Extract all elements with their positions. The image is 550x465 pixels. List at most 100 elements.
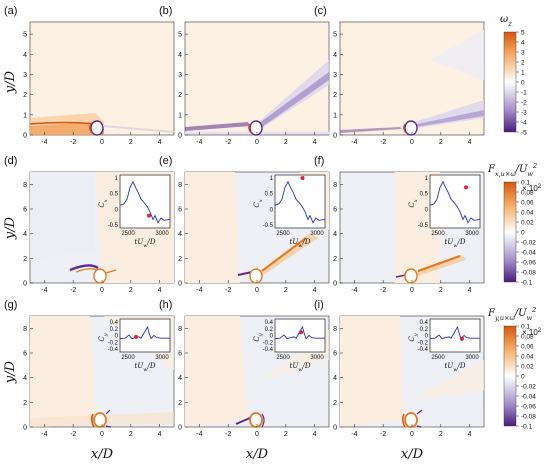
x-tick-label: 2 — [129, 287, 133, 294]
colorbar-tick-label: 4 — [521, 39, 525, 46]
y-tick-label: 8 — [23, 182, 27, 189]
y-tick-label: 1 — [23, 112, 27, 119]
colorbar-tick-label: -3 — [521, 109, 527, 116]
y-tick-label: 5 — [23, 32, 27, 39]
inset-x-tick-label: 3000 — [465, 231, 479, 237]
inset-marker — [299, 330, 303, 335]
inset-x-tick-label: 2500 — [431, 355, 445, 361]
colorbar-tick-label: 0 — [521, 229, 525, 236]
inset-trace — [429, 180, 481, 224]
inset-frame — [274, 318, 326, 353]
x-tick-label: 4 — [468, 139, 472, 146]
y-tick-label: 2 — [178, 256, 182, 263]
y-tick-label: 0 — [178, 425, 182, 432]
inset-y-tick-label: -0.2 — [263, 340, 274, 346]
inset-y-tick-label: 0 — [115, 207, 119, 213]
inset-frame — [429, 174, 481, 229]
inset-y-tick-label: -0.4 — [263, 347, 274, 353]
colorbar-tick-label: -0.04 — [521, 249, 536, 256]
y-tick-label: 3 — [23, 72, 27, 79]
colorbar-tick-label: 0.06 — [521, 343, 534, 350]
y-tick-label: 2 — [333, 92, 337, 99]
colorbar-tick-label: 5 — [521, 29, 525, 36]
inset-x-tick-label: 2500 — [431, 231, 445, 237]
x-tick-label: -4 — [351, 287, 357, 294]
y-tick-label: 2 — [178, 400, 182, 407]
colorbar-tick-label: -4 — [521, 119, 527, 126]
y-tick-label: 0 — [333, 425, 337, 432]
x-tick-label: 4 — [158, 139, 162, 146]
x-tick-label: -4 — [196, 287, 202, 294]
x-tick-label: 4 — [313, 139, 317, 146]
x-tick-label: -2 — [225, 287, 231, 294]
colorbar-tick-label: -2 — [521, 99, 527, 106]
x-tick-label: 0 — [410, 139, 414, 146]
inset-y-tick-label: 0 — [425, 207, 429, 213]
panel-b — [184, 21, 330, 136]
panel-label: (e) — [159, 155, 172, 167]
panel-label: (c) — [314, 5, 327, 17]
y-tick-label: 8 — [178, 182, 182, 189]
inset-y-label: Cy — [253, 333, 264, 341]
inset-y-tick-label: 0.2 — [265, 327, 274, 333]
colorbar-tick-label: 0 — [521, 79, 525, 86]
y-tick-label: 4 — [23, 375, 27, 382]
colorbar-tick-label: 0.08 — [521, 189, 534, 196]
colorbar-tick-label: 0.06 — [521, 199, 534, 206]
colorbar-tick-label: -5 — [521, 129, 527, 136]
x-tick-label: 4 — [468, 431, 472, 438]
inset-y-tick-label: -0.5 — [418, 223, 429, 229]
y-tick-label: 4 — [333, 375, 337, 382]
colorbar-fx-multiplier: × 102 — [522, 184, 542, 193]
y-tick-label: 0 — [23, 133, 27, 140]
panel-a — [29, 21, 175, 136]
inset-x-tick-label: 3000 — [465, 355, 479, 361]
y-tick-label: 6 — [333, 207, 337, 214]
x-tick-label: -4 — [351, 139, 357, 146]
panel-label: (f) — [314, 155, 324, 167]
inset-y-tick-label: 0 — [115, 334, 119, 340]
x-tick-label: 2 — [439, 139, 443, 146]
x-tick-label: 0 — [255, 287, 259, 294]
inset-x-label: tUw/D — [290, 362, 311, 373]
colorbar-tick-label: -0.06 — [521, 259, 536, 266]
x-tick-label: 4 — [158, 287, 162, 294]
x-tick-label: 4 — [313, 431, 317, 438]
panel-label: (b) — [159, 5, 172, 17]
inset-marker — [134, 334, 138, 339]
inset-frame — [119, 174, 171, 229]
inset-x-tick-label: 2500 — [276, 231, 290, 237]
x-tick-label: 0 — [255, 139, 259, 146]
x-tick-label: 4 — [313, 287, 317, 294]
inset-y-tick-label: 0.5 — [110, 192, 119, 198]
inset-trace — [274, 180, 326, 224]
inset-x-tick-label: 3000 — [310, 231, 324, 237]
y-tick-label: 1 — [333, 112, 337, 119]
inset-marker — [460, 336, 464, 341]
y-axis-label-row1: y/D — [3, 70, 18, 94]
inset-y-tick-label: -0.2 — [108, 340, 119, 346]
inset-y-label: Cx — [408, 199, 419, 207]
panel-label: (a) — [4, 5, 17, 17]
panel-h — [184, 315, 330, 428]
inset-y-tick-label: 1 — [115, 176, 119, 182]
y-tick-label: 6 — [23, 207, 27, 214]
y-tick-label: 5 — [178, 32, 182, 39]
colorbar-tick-label: 1 — [521, 69, 525, 76]
y-tick-label: 4 — [23, 52, 27, 59]
colorbar-tick-label: -0.06 — [521, 403, 536, 410]
panel-label: (i) — [314, 299, 324, 311]
x-tick-label: 4 — [468, 287, 472, 294]
y-tick-label: 4 — [333, 52, 337, 59]
inset-trace — [119, 180, 171, 224]
colorbar-fx: Fx,u×ω/Uw2 × 102 0.1 0.08 0.06 0.04 0.02 0 -0.… — [487, 162, 542, 286]
x-tick-label: 0 — [410, 287, 414, 294]
inset-y-label: Cy — [98, 333, 109, 341]
inset-x-tick-label: 3000 — [155, 231, 169, 237]
y-tick-label: 6 — [23, 351, 27, 358]
colorbar-tick-label: -0.02 — [521, 383, 536, 390]
y-tick-label: 4 — [178, 375, 182, 382]
y-axis-label-row3: y/D — [3, 360, 18, 384]
y-tick-label: 0 — [23, 425, 27, 432]
